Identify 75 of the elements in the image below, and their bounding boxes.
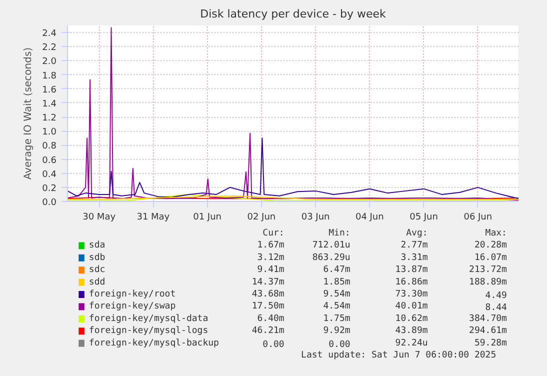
text: 92.24u [395,338,428,348]
text: 16.07m [474,252,507,263]
text: 6.47m [323,265,350,276]
x-tick-label: 05 Jun [410,212,438,222]
y-tick-label: 1.0 [42,128,57,138]
line-series [68,138,518,200]
legend-label: sda [88,240,106,251]
text: 3.12m [257,252,284,263]
text: 1.85m [323,277,350,288]
y-tick-label: 0.6 [42,156,57,166]
y-tick-label: 0.4 [42,170,57,180]
legend-label: foreign-key/mysql-backup [88,338,219,348]
text: 3.31m [400,252,428,263]
text: 384.70m [469,314,507,324]
x-tick-label: 04 Jun [355,212,384,222]
text: 43.68m [252,290,284,300]
y-tick-label: 0.8 [42,142,57,152]
text: 8.44 [485,303,507,314]
x-tick-label: 01 Jun [193,212,222,222]
text: 294.61m [469,326,507,336]
legend-label: sdc [88,265,106,276]
text: 20.28m [474,240,507,251]
text: 43.89m [395,326,428,336]
text: Avg: [406,228,428,238]
text: 14.37m [252,277,284,288]
x-tick-label: 31 May [136,212,170,222]
text: 73.30m [395,290,428,300]
text: 6.40m [257,314,284,324]
x-tick-label: 30 May [82,212,116,222]
text: 0.00 [328,340,350,350]
x-tick-label: 06 Jun [464,212,492,222]
y-tick-label: 0.2 [42,184,57,194]
y-tick-label: 2.2 [42,43,57,54]
x-tick-label: 02 Jun [247,212,276,222]
legend-label: foreign-key/root [88,290,176,300]
legend-label: sdb [88,252,106,263]
text: 4.49 [485,291,507,301]
text: 46.21m [252,326,284,336]
y-tick-label: 1.8 [42,71,57,82]
text: 13.87m [395,265,428,276]
text: 1.75m [323,314,350,324]
text: 9.92m [323,326,350,336]
text: Max: [485,228,507,238]
chart-title: Disk latency per device - by week [200,8,387,20]
text: 10.62m [395,314,428,324]
y-tick-label: 2.4 [42,29,57,40]
x-tick-label: 03 Jun [301,212,330,222]
text: 213.72m [469,265,507,276]
y-tick-label: 1.2 [42,114,57,124]
text: 4.54m [323,302,350,312]
text: Last update: Sat Jun 7 06:00:00 2025 [301,350,496,360]
y-tick-label: 0.0 [42,198,57,208]
line-series [68,27,518,201]
text: 0.00 [262,340,284,350]
text: Min: [328,228,350,238]
text: 17.50m [252,302,284,312]
text: 16.86m [395,277,428,288]
text: Cur: [262,228,284,238]
legend-label: foreign-key/swap [88,302,176,312]
y-tick-label: 1.6 [42,85,57,96]
text: 1.67m [257,240,284,251]
y-axis-title: Average IO Wait (seconds) [23,47,34,180]
text: 9.54m [323,290,350,300]
text: 712.01u [312,240,350,251]
text: 2.77m [400,240,428,251]
legend-label: foreign-key/mysql-logs [88,326,208,336]
text: 863.29u [312,252,350,263]
legend-label: foreign-key/mysql-data [88,314,208,324]
text: 9.41m [257,265,284,276]
text: 40.01m [395,302,428,312]
y-tick-label: 2.0 [42,57,57,68]
y-tick-label: 1.4 [42,99,57,110]
text: 59.28m [474,338,507,348]
text: 188.89m [469,277,507,288]
legend-label: sdd [88,277,106,288]
